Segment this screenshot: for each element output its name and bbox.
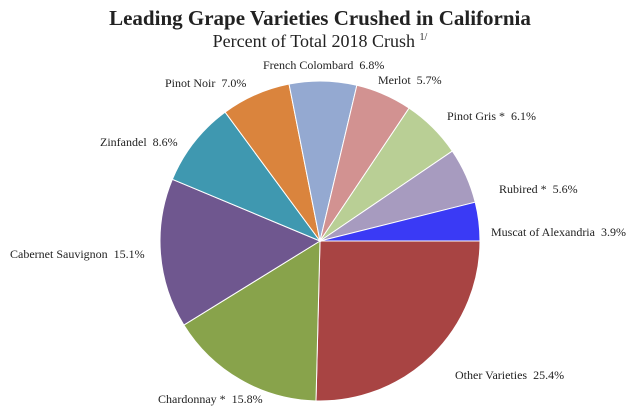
slice-label-name: Chardonnay * — [158, 392, 232, 406]
pie-slice-muscat-of-alexandria — [319, 201, 481, 242]
slice-label-name: Pinot Gris * — [447, 109, 512, 123]
chart-title: Leading Grape Varieties Crushed in Calif… — [109, 6, 531, 30]
pie-slice-chardonnay — [183, 240, 321, 402]
slice-label-value: 5.7% — [416, 73, 442, 87]
footnote-marker: 1/ — [419, 32, 428, 43]
pie-slice-zinfandel — [171, 111, 322, 243]
slice-label-name: Muscat of Alexandria — [491, 225, 601, 239]
slice-label-name: Cabernet Sauvignon — [10, 247, 114, 261]
slice-label-name: Other Varieties — [455, 368, 534, 382]
chart-subtitle: Percent of Total 2018 Crush 1/ — [0, 31, 640, 52]
pie-slice-other-varieties — [315, 240, 481, 402]
slice-label: Muscat of Alexandria 3.9% — [491, 225, 626, 240]
slice-label: Rubired * 5.6% — [499, 182, 578, 197]
slice-label: Pinot Noir 7.0% — [165, 76, 246, 91]
slice-label-value: 3.9% — [600, 225, 626, 239]
subtitle-text: Percent of Total 2018 Crush — [212, 31, 416, 51]
slice-label-name: Rubired * — [499, 182, 553, 196]
slice-label-value: 6.8% — [359, 58, 385, 72]
slice-label: Other Varieties 25.4% — [455, 368, 564, 383]
slice-label-name: French Colombard — [263, 58, 360, 72]
slice-label-value: 25.4% — [533, 368, 565, 382]
slice-label: Pinot Gris * 6.1% — [447, 109, 536, 124]
slice-label-value: 15.1% — [113, 247, 145, 261]
slice-label-name: Pinot Noir — [165, 76, 222, 90]
slice-label-name: Zinfandel — [100, 135, 153, 149]
slice-label-value: 6.1% — [511, 109, 537, 123]
slice-label: French Colombard 6.8% — [263, 58, 384, 73]
slice-label: Cabernet Sauvignon 15.1% — [10, 247, 145, 262]
slice-label: Merlot 5.7% — [378, 73, 442, 88]
slice-label-value: 15.8% — [231, 392, 263, 406]
slice-label: Chardonnay * 15.8% — [158, 392, 263, 407]
pie-slice-cabernet-sauvignon — [159, 178, 322, 326]
slice-label-value: 7.0% — [221, 76, 247, 90]
slice-label: Zinfandel 8.6% — [100, 135, 178, 150]
slice-label-value: 5.6% — [552, 182, 578, 196]
slice-label-name: Merlot — [378, 73, 417, 87]
slice-label-value: 8.6% — [152, 135, 178, 149]
